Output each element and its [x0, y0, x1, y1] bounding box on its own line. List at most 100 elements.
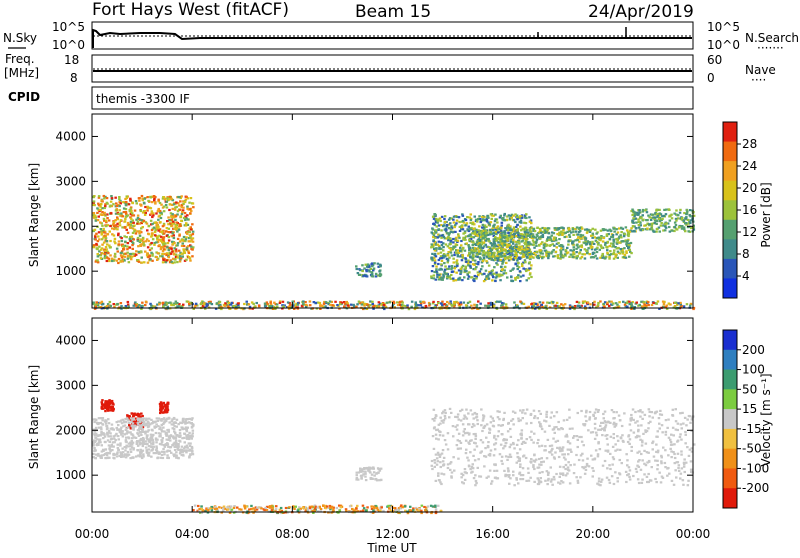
data-cell [309, 300, 312, 302]
data-cell [453, 301, 456, 303]
data-cell [313, 301, 316, 303]
data-cell [106, 243, 109, 245]
data-cell [507, 456, 510, 458]
data-cell [524, 261, 527, 263]
data-cell [475, 266, 478, 268]
data-cell [522, 268, 525, 270]
data-cell [182, 207, 185, 209]
data-cell [600, 236, 603, 238]
data-cell [108, 219, 111, 221]
data-cell [98, 246, 101, 248]
data-cell [641, 482, 644, 484]
data-cell [190, 197, 193, 199]
data-cell [663, 215, 666, 217]
data-cell [227, 305, 230, 307]
data-cell [648, 415, 651, 417]
data-cell [125, 437, 128, 439]
data-cell [166, 303, 169, 305]
data-cell [642, 209, 645, 211]
data-cell [632, 217, 635, 219]
data-cell [504, 219, 507, 221]
data-cell [504, 240, 507, 242]
data-cell [465, 261, 468, 263]
data-cell [375, 473, 378, 475]
data-cell [140, 250, 143, 252]
data-cell [129, 240, 132, 242]
data-cell [684, 222, 687, 224]
data-cell [536, 442, 539, 444]
data-cell [172, 208, 175, 210]
data-cell [524, 231, 527, 233]
data-cell [539, 236, 542, 238]
data-cell [490, 213, 493, 215]
data-cell [101, 232, 104, 234]
data-cell [492, 255, 495, 257]
data-cell [191, 223, 194, 225]
data-cell [366, 266, 369, 268]
data-cell [112, 403, 115, 405]
data-cell [441, 453, 444, 455]
data-cell [140, 434, 143, 436]
data-cell [106, 233, 109, 235]
data-cell [104, 441, 107, 443]
data-cell [155, 439, 158, 441]
data-cell [129, 253, 132, 255]
data-cell [431, 468, 434, 470]
data-cell [97, 435, 100, 437]
ytick-label: 4000 [55, 129, 86, 143]
data-cell [491, 218, 494, 220]
data-cell [136, 230, 139, 232]
data-cell [127, 255, 130, 257]
data-cell [551, 411, 554, 413]
data-cell [516, 255, 519, 257]
data-cell [194, 306, 197, 308]
data-cell [171, 232, 174, 234]
data-cell [687, 230, 690, 232]
data-cell [121, 240, 124, 242]
data-cell [138, 304, 141, 306]
data-cell [677, 302, 680, 304]
data-cell [171, 213, 174, 215]
data-cell [101, 252, 104, 254]
data-cell [129, 457, 132, 459]
data-cell [491, 257, 494, 259]
data-cell [118, 209, 121, 211]
data-cell [151, 233, 154, 235]
data-cell [458, 221, 461, 223]
data-cell [456, 265, 459, 267]
data-cell [436, 276, 439, 278]
data-cell [647, 301, 650, 303]
data-cell [594, 438, 597, 440]
data-cell [508, 256, 511, 258]
data-cell [554, 227, 557, 229]
data-cell [93, 212, 96, 214]
data-cell [186, 233, 189, 235]
data-cell [612, 253, 615, 255]
data-cell [620, 240, 623, 242]
data-cell [490, 421, 493, 423]
data-cell [139, 230, 142, 232]
data-cell [658, 209, 661, 211]
data-cell [456, 220, 459, 222]
data-cell [656, 228, 659, 230]
data-cell [109, 205, 112, 207]
data-cell [469, 256, 472, 258]
data-cell [490, 449, 493, 451]
data-cell [626, 241, 629, 243]
data-cell [175, 455, 178, 457]
data-cell [99, 206, 102, 208]
data-cell [146, 451, 149, 453]
data-cell [453, 221, 456, 223]
data-cell [153, 244, 156, 246]
data-cell [138, 429, 141, 431]
data-cell [444, 269, 447, 271]
data-cell [139, 203, 142, 205]
data-cell [472, 254, 475, 256]
data-cell [177, 457, 180, 459]
data-cell [302, 300, 305, 302]
data-cell [472, 242, 475, 244]
data-cell [180, 220, 183, 222]
nsky-trace [93, 30, 692, 48]
data-cell [508, 483, 511, 485]
data-cell [495, 277, 498, 279]
